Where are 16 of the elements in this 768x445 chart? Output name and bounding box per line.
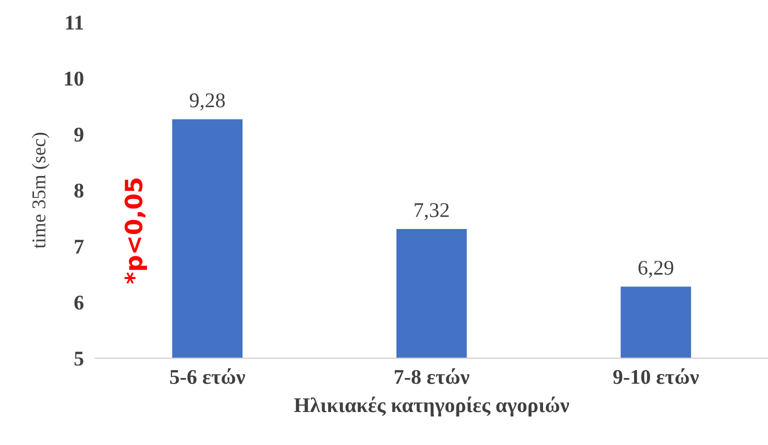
y-tick-label: 7 xyxy=(74,240,84,254)
y-tick-label: 11 xyxy=(66,16,84,30)
x-tick-label: 7-8 ετών xyxy=(394,368,470,384)
data-label: 7,32 xyxy=(414,203,449,220)
y-tick-label: 8 xyxy=(74,184,84,198)
y-tick-label: 10 xyxy=(64,72,84,86)
annotation: *p<0,05 xyxy=(124,178,148,284)
data-label: 6,29 xyxy=(638,260,674,278)
y-tick-label: 9 xyxy=(74,128,84,142)
x-tick-label: 5-6 ετών xyxy=(170,368,246,384)
x-tick-label: 9-10 ετών xyxy=(613,368,699,384)
data-label: 9,28 xyxy=(190,93,225,110)
y-axis-title: time 35m (sec) xyxy=(32,132,50,248)
y-tick-label: 5 xyxy=(74,352,84,366)
x-axis-title: Ηλικιακές κατηγορίες αγοριών xyxy=(294,396,570,416)
y-tick-label: 6 xyxy=(74,296,84,310)
